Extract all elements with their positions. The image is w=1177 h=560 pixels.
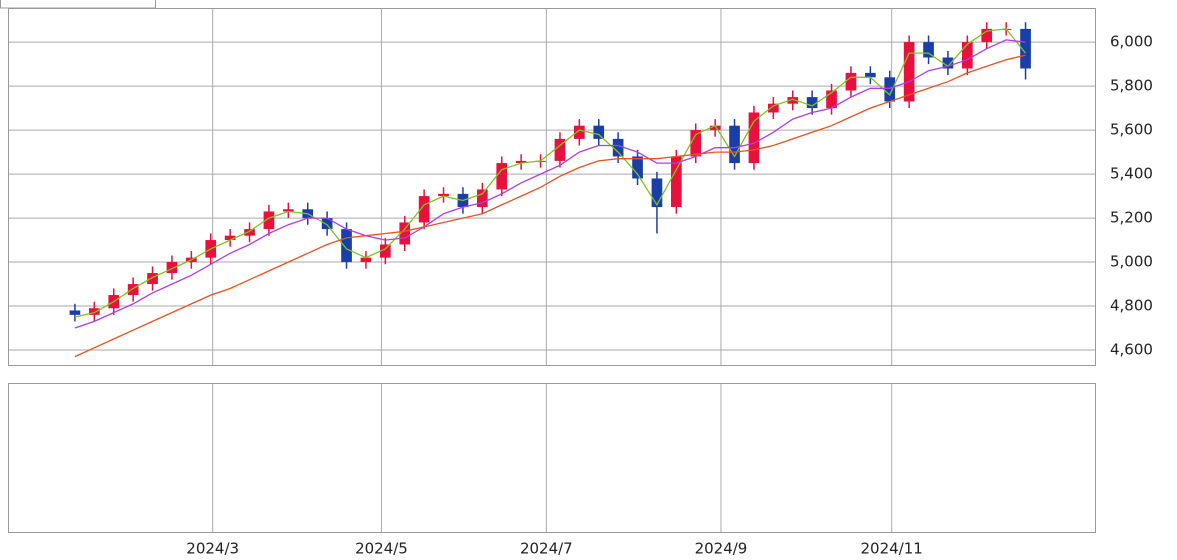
candle-body xyxy=(360,257,372,263)
candle-body xyxy=(88,308,100,315)
y-tick-label: 5,800 xyxy=(1110,77,1153,95)
candle-body xyxy=(263,211,275,230)
main-panel xyxy=(8,8,1096,366)
candle-body xyxy=(865,72,876,78)
sub-panel xyxy=(8,383,1096,533)
candle-body xyxy=(612,138,624,157)
x-tick-label: 2024/3 xyxy=(186,540,239,558)
corner-box xyxy=(0,0,156,9)
candle-body xyxy=(399,222,411,245)
x-tick-label: 2024/7 xyxy=(520,540,573,558)
candle-body xyxy=(69,310,81,315)
candle-body xyxy=(438,193,449,197)
y-tick-label: 5,400 xyxy=(1110,165,1153,183)
candle-body xyxy=(884,77,896,102)
y-tick-label: 5,600 xyxy=(1110,121,1153,139)
candle-body xyxy=(632,156,643,179)
candle-body xyxy=(244,229,255,236)
plot xyxy=(69,22,1031,358)
candle-body xyxy=(845,72,857,91)
moving-average-line xyxy=(74,39,1026,329)
candle-body xyxy=(671,156,682,208)
candle-body xyxy=(651,178,663,208)
candle-body xyxy=(341,229,352,263)
candle-body xyxy=(147,273,158,285)
candle-body xyxy=(748,112,760,164)
candle-body xyxy=(593,125,605,139)
candle-body xyxy=(554,138,566,161)
y-tick-label: 5,000 xyxy=(1110,253,1153,271)
x-tick-label: 2024/5 xyxy=(355,540,408,558)
candle-body xyxy=(806,97,818,109)
candle-body xyxy=(127,284,139,296)
candle-body xyxy=(826,90,837,109)
candle-body xyxy=(282,209,294,212)
y-tick-label: 6,000 xyxy=(1110,33,1153,51)
candle-body xyxy=(166,262,178,274)
candle-body xyxy=(515,160,527,164)
candle-body xyxy=(224,235,236,241)
candle-body xyxy=(574,125,585,139)
x-tick-label: 2024/9 xyxy=(695,540,748,558)
candle-body xyxy=(923,42,934,58)
candle-body xyxy=(981,28,993,43)
candle-body xyxy=(380,244,391,258)
candle-body xyxy=(787,97,799,104)
candle-body xyxy=(418,196,430,223)
candle-body xyxy=(729,125,740,164)
candle-body xyxy=(942,57,954,69)
candle-body xyxy=(709,125,721,131)
candle-body xyxy=(962,42,973,69)
y-tick-label: 5,200 xyxy=(1110,209,1153,227)
candle-body xyxy=(768,103,779,113)
y-tick-label: 4,800 xyxy=(1110,297,1153,315)
x-tick-label: 2024/11 xyxy=(861,540,923,558)
candle-body xyxy=(690,130,702,157)
candle-body xyxy=(1020,28,1031,69)
candle-body xyxy=(903,42,915,102)
candle-body xyxy=(496,163,508,190)
candle-body xyxy=(321,218,333,230)
moving-average-line xyxy=(74,54,1026,358)
y-tick-label: 4,600 xyxy=(1110,341,1153,359)
moving-average-line xyxy=(74,28,1027,318)
candle-body xyxy=(477,189,488,208)
